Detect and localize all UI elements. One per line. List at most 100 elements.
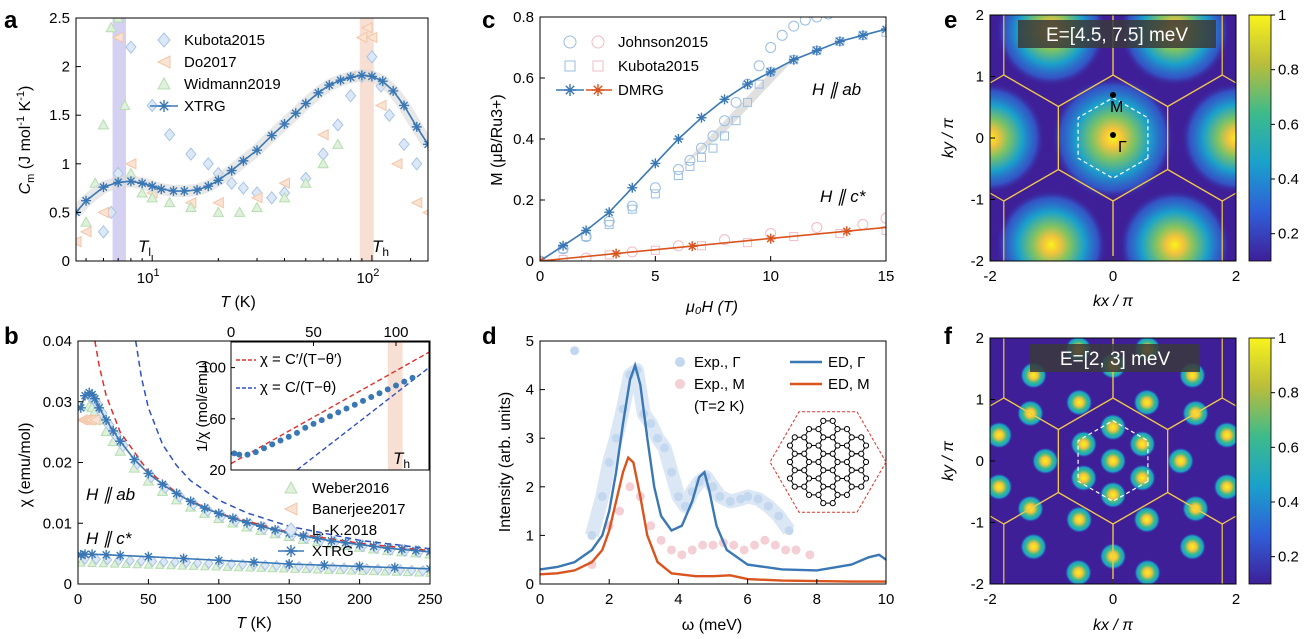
data-point-kubota2015 [97, 225, 110, 239]
intensity-spot [1178, 533, 1206, 561]
inset-frame [230, 341, 430, 471]
cluster-site [829, 483, 836, 490]
data-point-johnson2015 [835, 6, 845, 16]
intensity-spot [1128, 464, 1156, 492]
cluster-site [805, 458, 813, 466]
data-point-XTRG [300, 98, 311, 109]
data-point-kubota2015 [202, 157, 214, 171]
cluster-site [820, 467, 827, 474]
inset-fit-red [230, 351, 430, 465]
panel-a-Tl-annotation: Tl [138, 237, 151, 259]
zone-boundary [1003, 338, 1114, 431]
x-tick-label: 50 [140, 591, 157, 608]
intensity-spot [1167, 447, 1195, 475]
y-tick-label: -1 [971, 192, 984, 209]
legend-marker [284, 522, 298, 538]
shaded-band [678, 59, 794, 170]
data-point-DMRG-ab [558, 240, 569, 251]
panel-e-title-box [1018, 20, 1216, 48]
y-tick-label: 1 [62, 156, 70, 173]
data-point-XTRG [252, 145, 263, 156]
inset-data-point [401, 378, 408, 385]
data-point-XTRG [179, 186, 190, 197]
data-point-XTRG [356, 70, 367, 81]
y-tick-label: 0 [976, 453, 984, 470]
data-point-XTRG [410, 545, 421, 556]
data-point-johnson2015-c [672, 240, 684, 252]
cluster-site [834, 491, 841, 499]
data-point-exp-gamma [646, 419, 656, 429]
data-point-exp-M [698, 540, 708, 550]
cluster-site [843, 442, 851, 449]
cluster-site [801, 450, 808, 457]
panel-f-title: E=[2, 3] meV [1060, 349, 1171, 370]
intensity-spot [1031, 447, 1059, 475]
x-tick-label: 15 [878, 268, 895, 285]
cluster-site [834, 442, 841, 449]
data-point-exp-M [708, 540, 718, 550]
data-point-johnson2015 [788, 20, 800, 32]
panel-b-c-annotation: H ∥ c* [86, 529, 133, 548]
data-point-kubota2015 [237, 181, 250, 195]
data-point-DMRG-ab [834, 36, 845, 47]
y-tick-label: 0.02 [43, 455, 72, 472]
data-point-exp-gamma [784, 526, 794, 536]
panel-a-label: a [4, 7, 18, 34]
data-point-exp-M [656, 535, 666, 545]
inset-fit-blue [296, 367, 430, 471]
data-point-DMRG-ab [788, 54, 799, 65]
x-tick-label: 10 [762, 268, 779, 285]
data-point-weber2016 [98, 558, 109, 568]
panel-f-colorbar [1248, 337, 1272, 585]
cluster-site [843, 475, 851, 482]
data-point-johnson2015 [753, 60, 765, 72]
legend-label-widmann2019: Widmann2019 [184, 76, 281, 93]
panel-f-label: f [944, 323, 953, 350]
data-point-DMRG-ab [742, 79, 753, 90]
x-tick-label: 250 [417, 591, 442, 608]
y-tick-label: 0.6 [513, 70, 534, 87]
data-point-XTRG [168, 186, 179, 197]
cluster-site [786, 442, 794, 449]
data-point-XTRG [203, 181, 214, 192]
data-point-exp-gamma [753, 494, 763, 504]
inset-y-tick-label: 100 [201, 360, 226, 377]
data-point-do2017 [250, 192, 263, 204]
x-tick-label: 200 [347, 591, 372, 608]
inset-data-point [393, 382, 399, 389]
legend-marker [591, 35, 605, 49]
cluster-site [791, 450, 798, 457]
data-point-widmann2019 [97, 118, 110, 130]
legend-marker [284, 480, 298, 494]
x-tick-label: 6 [743, 591, 751, 608]
cluster-site [801, 467, 808, 474]
colorbar-tick-label: 0.4 [1278, 171, 1299, 188]
data-point-lk2018 [136, 555, 147, 567]
data-point-XTRG [78, 402, 86, 413]
panel-a-xlabel: T (K) [220, 294, 256, 311]
cluster-site [820, 450, 827, 457]
panel-a: a 0 0.5 1 1.5 2 2.5 101 102 T (K) Cm (J mol-1 K… [4, 7, 429, 311]
data-point-johnson2015 [811, 17, 823, 23]
panel-c-ab-annotation: H ∥ ab [812, 80, 861, 99]
data-point-exp-M [687, 545, 697, 555]
data-point-kubota2015 [743, 97, 753, 107]
data-point-widmann2019 [136, 186, 148, 198]
cluster-site [834, 458, 841, 466]
colorbar-tick-label: 0.6 [1278, 116, 1299, 133]
cluster-site [858, 467, 865, 474]
panel-c-c-annotation: H ∥ c* [820, 187, 867, 206]
data-point-XTRG [101, 414, 112, 425]
cluster-site [862, 475, 870, 482]
data-point-widmann2019 [185, 201, 197, 213]
inset-data-point [231, 450, 238, 457]
data-point-do2017 [365, 31, 378, 44]
data-point-johnson2015 [649, 182, 661, 194]
intensity-spot [1213, 473, 1236, 501]
y-tick-label: 1 [976, 392, 984, 409]
cluster-site [815, 475, 822, 482]
inset-legend-label: χ = C/(T−θ) [260, 379, 336, 396]
data-point-XTRG [147, 181, 158, 192]
series-line-DMRG-c [540, 226, 886, 261]
colorbar-tick-label: 1 [1278, 330, 1286, 347]
